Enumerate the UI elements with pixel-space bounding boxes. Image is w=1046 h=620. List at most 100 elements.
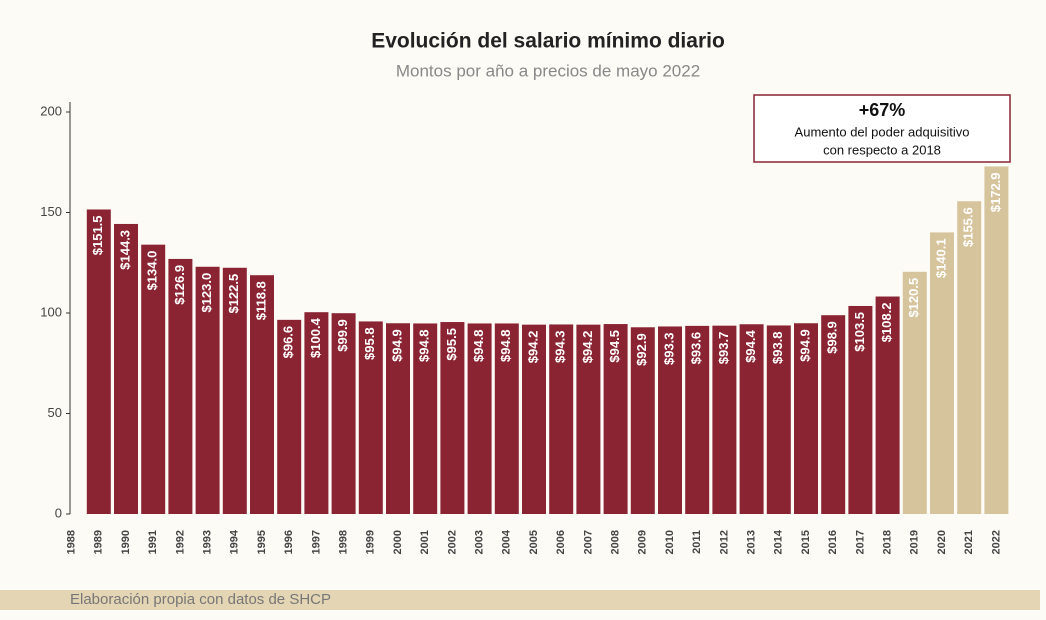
value-label: $93.7 [716, 332, 731, 365]
value-label: $100.4 [308, 317, 323, 358]
bar [794, 323, 818, 514]
value-label: $94.8 [471, 329, 486, 362]
value-label: $94.3 [553, 330, 568, 363]
x-tick-label: 1998 [338, 530, 350, 554]
x-tick-label: 2012 [718, 530, 730, 554]
y-tick-label: 150 [40, 204, 62, 219]
value-label: $140.1 [933, 238, 948, 278]
bar [114, 223, 138, 514]
bar [413, 323, 438, 514]
source: Elaboración propia con datos de SHCP [70, 591, 331, 608]
x-tick-label: 1996 [283, 530, 295, 554]
x-tick-label: 2009 [637, 530, 649, 554]
x-tick-label: 2003 [474, 530, 486, 554]
x-tick-label: 1995 [256, 530, 268, 554]
bar [168, 258, 193, 514]
x-tick-label: 1999 [365, 530, 377, 554]
bar [957, 201, 982, 514]
x-tick-label: 1997 [310, 530, 322, 554]
x-tick-label: 2013 [746, 530, 758, 554]
value-label: $172.9 [988, 172, 1003, 212]
value-label: $94.8 [417, 329, 432, 362]
value-label: $96.6 [281, 326, 296, 359]
annotation-line: con respecto a 2018 [823, 142, 941, 157]
bar [821, 315, 846, 514]
annotation-headline: +67% [859, 100, 906, 120]
bar [277, 319, 302, 514]
value-label: $126.9 [172, 265, 187, 305]
x-tick-label: 1993 [202, 530, 214, 554]
value-label: $118.8 [253, 281, 268, 320]
x-tick-label: 1991 [147, 530, 159, 554]
bar [630, 327, 655, 514]
value-label: $93.8 [770, 331, 785, 364]
annotation-line: Aumento del poder adquisitivo [795, 124, 970, 139]
bar [331, 313, 356, 514]
value-label: $98.9 [825, 321, 840, 354]
value-label: $94.9 [389, 329, 404, 362]
bar [250, 275, 274, 514]
value-label: $155.6 [961, 207, 976, 247]
bar [766, 325, 791, 514]
y-tick-label: 0 [55, 505, 62, 520]
x-tick-label: 2014 [773, 529, 785, 554]
bar [522, 324, 546, 514]
bar [386, 323, 410, 514]
x-tick-label: 2017 [854, 530, 866, 554]
x-tick-label: 2007 [582, 530, 594, 554]
value-label: $94.5 [607, 330, 622, 363]
x-tick-label: 2019 [909, 530, 921, 554]
value-label: $94.9 [797, 329, 812, 362]
chart-subtitle: Montos por año a precios de mayo 2022 [396, 61, 700, 80]
value-label: $123.0 [199, 273, 214, 313]
value-label: $92.9 [634, 333, 649, 366]
x-tick-label: 2010 [664, 530, 676, 554]
bar [712, 325, 737, 514]
x-tick-label: 2001 [419, 530, 431, 554]
y-tick-label: 200 [40, 103, 62, 118]
x-tick-label: 2005 [528, 530, 540, 554]
bar [358, 321, 383, 514]
chart-title: Evolución del salario mínimo diario [371, 30, 725, 53]
x-tick-label: 2006 [555, 530, 567, 554]
bar [549, 324, 574, 514]
bar [195, 266, 220, 514]
value-label: $144.3 [117, 230, 132, 270]
x-tick-label: 2000 [392, 530, 404, 554]
annotation-box [753, 94, 1011, 163]
value-label: $134.0 [145, 251, 160, 291]
bar [440, 322, 465, 514]
y-tick-label: 100 [40, 304, 62, 319]
x-tick-label: 1990 [120, 530, 132, 554]
footer-band [0, 590, 1040, 610]
bar [658, 326, 682, 514]
x-tick-label: 2004 [501, 529, 513, 554]
value-label: $151.5 [90, 215, 105, 255]
x-tick-label: 2018 [882, 530, 894, 554]
value-label: $122.5 [226, 274, 241, 314]
bar [603, 324, 628, 514]
bar [875, 296, 900, 514]
bar [848, 305, 873, 514]
value-label: $94.8 [498, 329, 513, 362]
value-label: $108.2 [879, 303, 894, 343]
value-label: $93.3 [661, 332, 676, 365]
x-tick-label: 2011 [691, 530, 703, 554]
x-tick-label: 2022 [990, 530, 1002, 554]
value-label: $99.9 [335, 319, 350, 352]
bar [86, 209, 111, 515]
x-tick-label: 2016 [827, 530, 839, 554]
x-tick-label: 1988 [66, 530, 78, 554]
x-tick-label: 2021 [963, 530, 975, 554]
bar [222, 267, 247, 514]
x-tick-label: 2015 [800, 530, 812, 554]
bar [494, 323, 519, 514]
bar [739, 324, 764, 514]
value-label: $95.8 [362, 327, 377, 360]
x-tick-label: 2002 [446, 530, 458, 554]
x-tick-label: 2008 [610, 530, 622, 554]
bar [576, 324, 601, 514]
value-label: $103.5 [852, 312, 867, 352]
x-tick-label: 1989 [93, 530, 105, 554]
